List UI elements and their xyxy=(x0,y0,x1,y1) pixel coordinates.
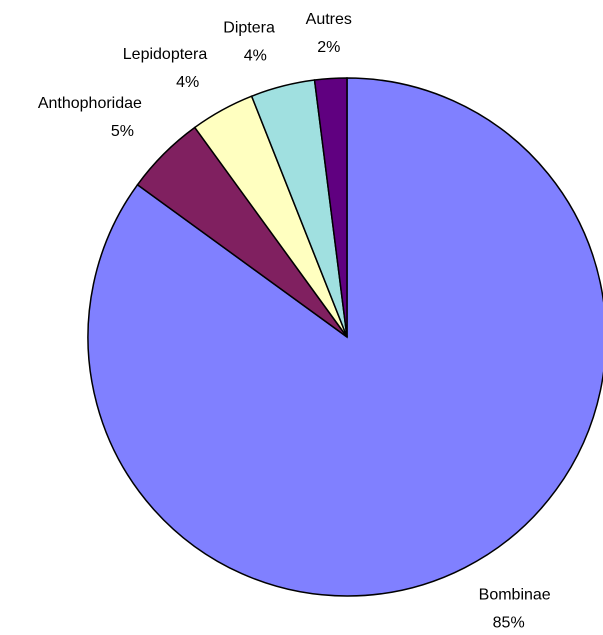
slice-label: Lepidoptera xyxy=(123,46,208,63)
value-label: 2% xyxy=(317,39,340,56)
value-label: 4% xyxy=(244,47,267,64)
pie-slice xyxy=(87,77,603,597)
value-label: 5% xyxy=(111,123,134,140)
pie-slice xyxy=(313,77,348,338)
slice-label: Diptera xyxy=(223,19,275,36)
value-label: 85% xyxy=(493,615,525,632)
slice-label: Bombinae xyxy=(479,587,551,604)
slice-label: Anthophoridae xyxy=(38,95,142,112)
value-label: 4% xyxy=(176,74,199,91)
slice-label: Autres xyxy=(306,11,352,28)
